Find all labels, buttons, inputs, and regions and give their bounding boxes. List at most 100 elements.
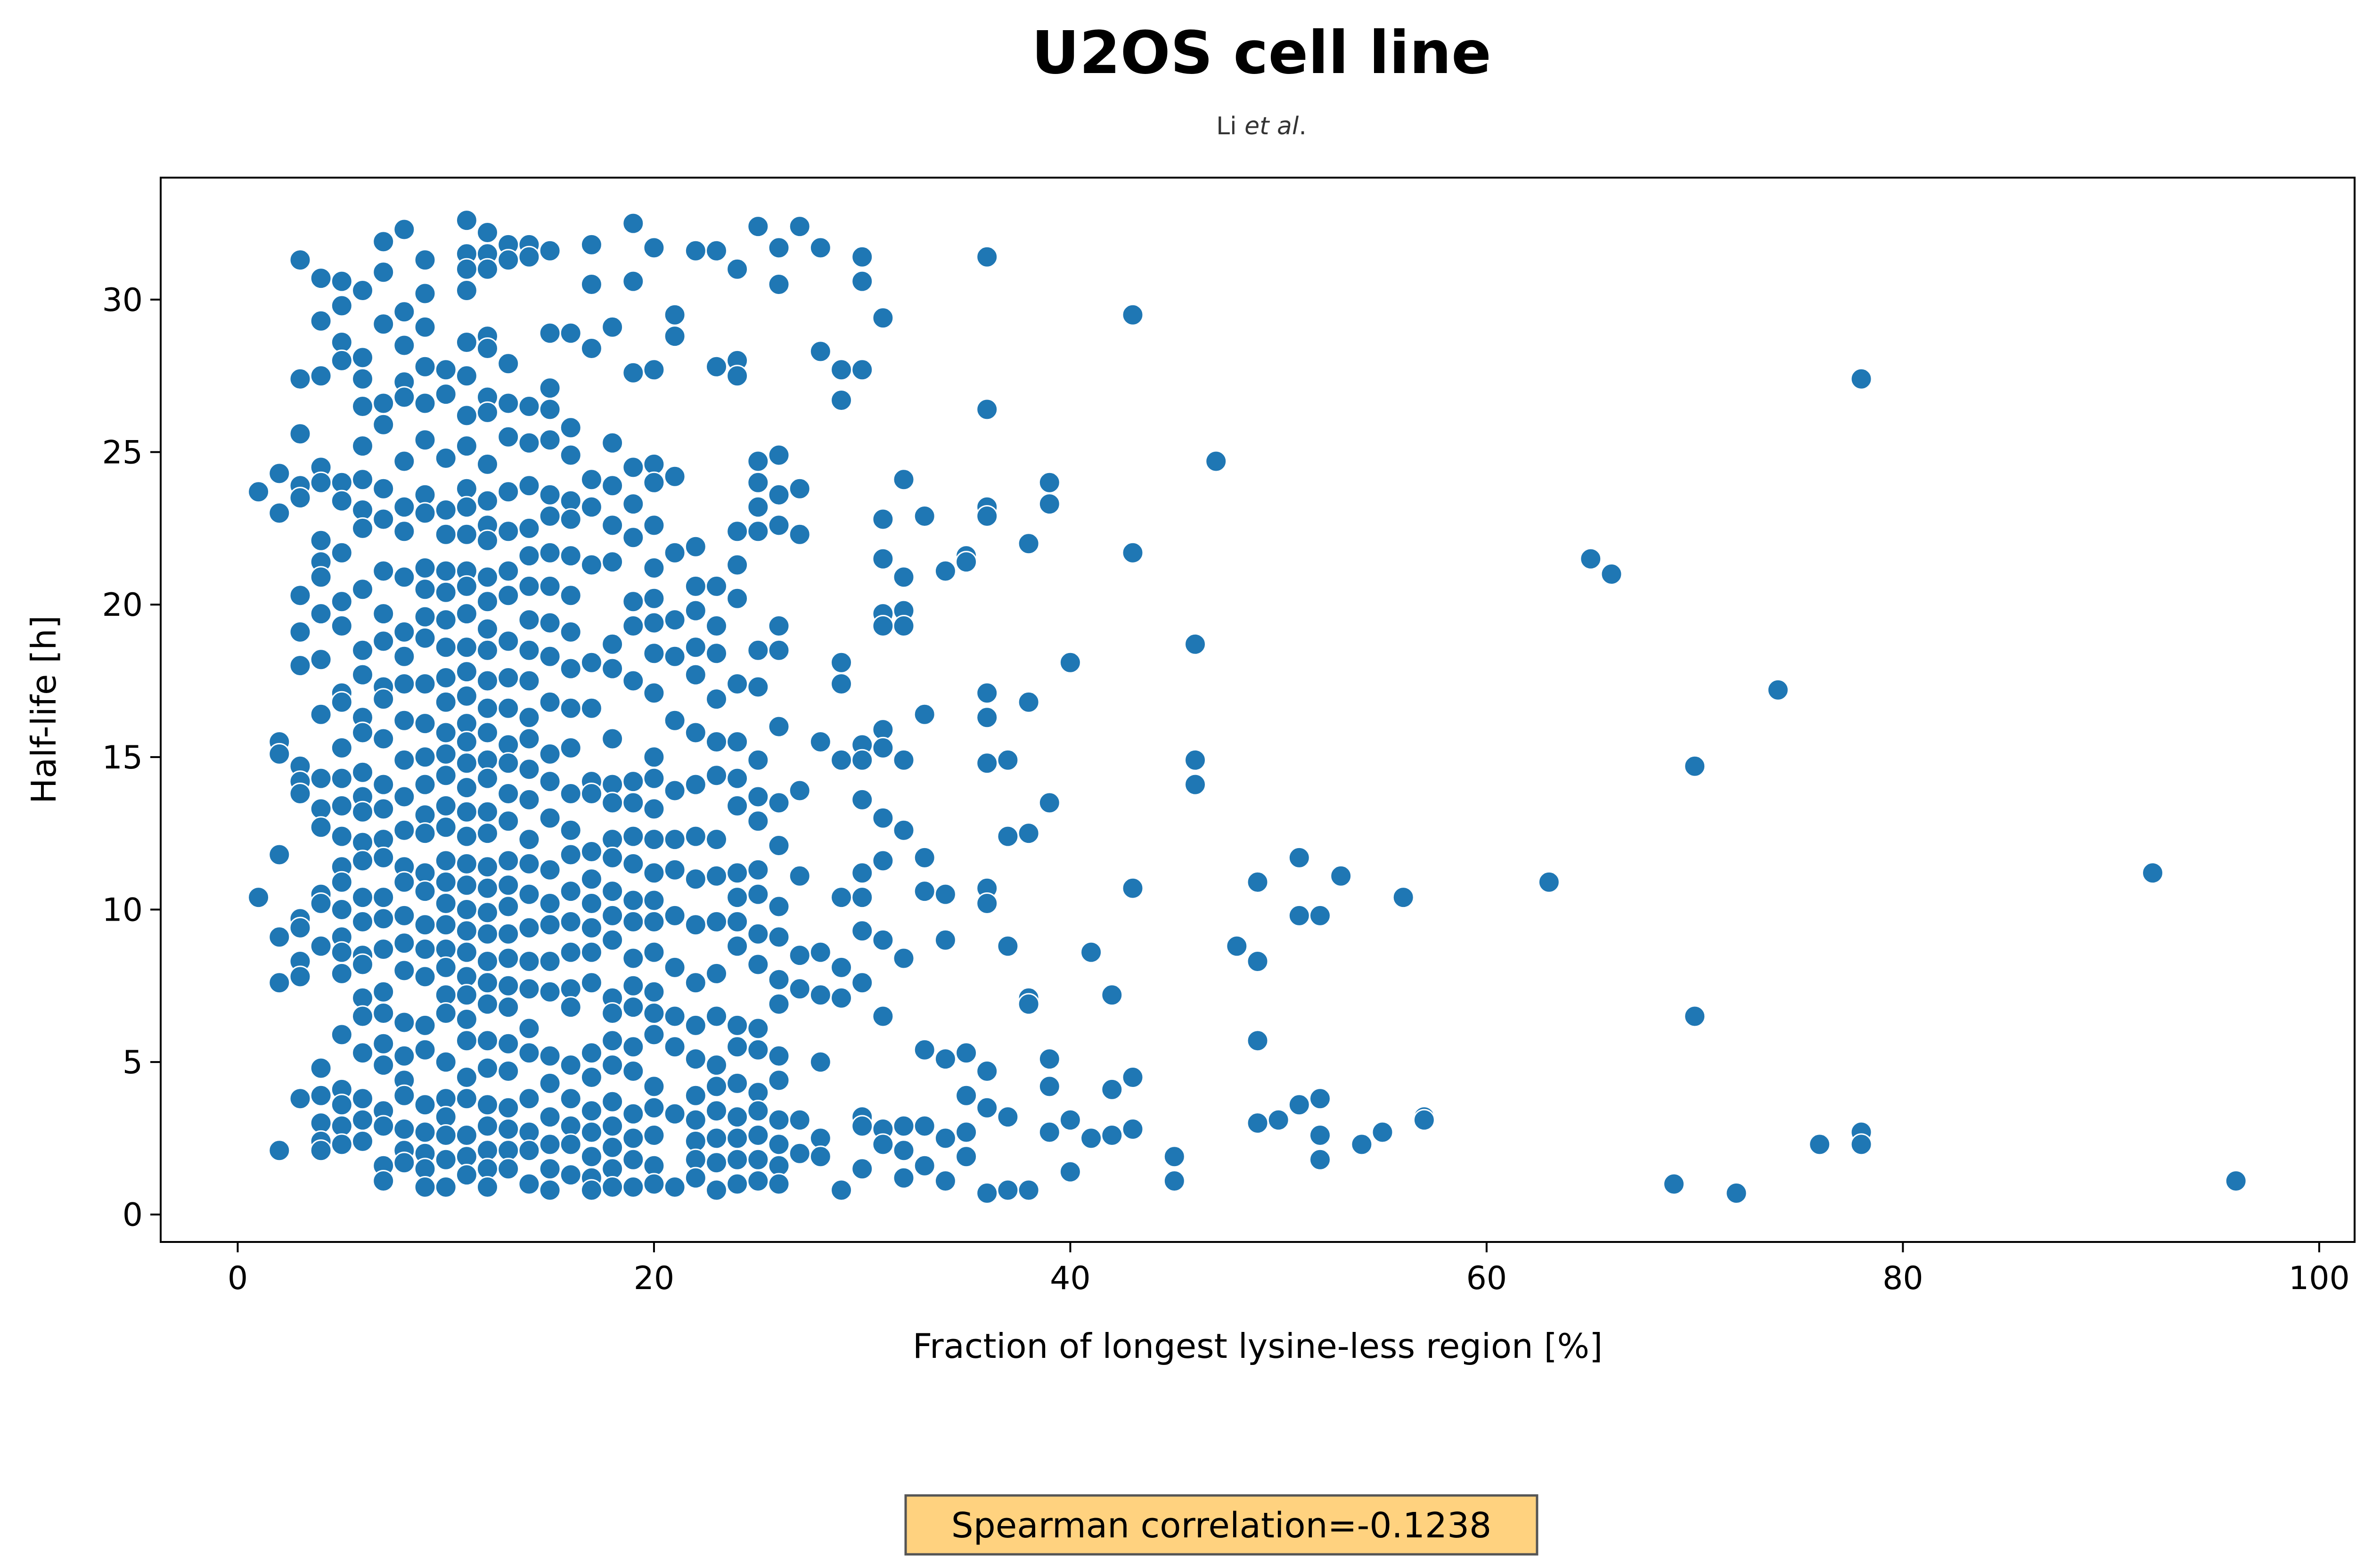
data-point-569	[747, 215, 769, 238]
data-point-441	[601, 1136, 624, 1159]
data-point-727	[1101, 1124, 1123, 1146]
data-point-373	[559, 322, 582, 344]
data-point-745	[1288, 846, 1310, 869]
data-point-322	[518, 395, 540, 417]
data-point-593	[768, 483, 790, 506]
data-point-98	[352, 1042, 374, 1064]
data-point-295	[497, 425, 520, 448]
data-point-308	[497, 874, 520, 897]
data-point-334	[518, 788, 540, 811]
data-point-421	[601, 432, 624, 454]
data-point-416	[580, 1121, 603, 1143]
data-point-65	[330, 898, 353, 921]
data-point-509	[663, 1176, 686, 1198]
data-point-554	[726, 673, 749, 695]
data-point-16	[289, 621, 311, 643]
subtitle-etal: et al	[1244, 112, 1299, 140]
data-point-143	[393, 749, 416, 771]
data-point-195	[434, 609, 457, 631]
data-point-367	[539, 1045, 561, 1067]
data-point-125	[372, 1054, 395, 1077]
data-point-707	[997, 1179, 1019, 1201]
data-point-760	[1600, 563, 1623, 585]
data-point-372	[539, 1179, 561, 1201]
data-point-687	[955, 1042, 978, 1064]
data-point-642	[851, 862, 874, 884]
data-point-625	[809, 1127, 832, 1150]
data-point-307	[497, 849, 520, 872]
data-point-323	[518, 432, 540, 454]
data-point-148	[393, 904, 416, 927]
data-point-111	[372, 630, 395, 653]
chart-title: U2OS cell line	[1031, 19, 1491, 87]
data-point-215	[434, 1124, 457, 1146]
data-point-462	[622, 1036, 645, 1058]
data-point-623	[809, 984, 832, 1006]
data-point-596	[768, 639, 790, 662]
data-points	[247, 209, 2247, 1204]
data-point-271	[476, 697, 499, 719]
data-point-542	[705, 1054, 728, 1077]
data-point-609	[768, 1173, 790, 1195]
data-point-477	[643, 682, 665, 704]
data-point-603	[768, 993, 790, 1015]
data-point-432	[601, 880, 624, 903]
data-point-130	[393, 218, 416, 241]
data-point-134	[393, 386, 416, 408]
data-point-79	[352, 468, 374, 491]
data-point-328	[518, 609, 540, 631]
data-point-743	[1246, 1112, 1269, 1135]
data-point-525	[684, 1109, 707, 1131]
data-point-531	[705, 575, 728, 597]
data-point-602	[768, 968, 790, 991]
data-point-749	[1309, 1087, 1331, 1110]
data-point-674	[913, 846, 936, 869]
data-point-733	[1163, 1145, 1186, 1168]
data-point-175	[414, 822, 436, 845]
data-point-81	[352, 517, 374, 539]
data-point-411	[580, 941, 603, 964]
data-point-739	[1226, 935, 1248, 957]
data-point-668	[892, 947, 915, 970]
data-point-305	[497, 783, 520, 805]
data-point-486	[643, 980, 665, 1003]
data-point-352	[539, 483, 561, 506]
x-tick-label-100: 100	[2289, 1260, 2350, 1297]
data-point-249	[455, 1029, 478, 1052]
data-point-317	[497, 1118, 520, 1140]
data-point-701	[976, 1096, 998, 1119]
data-point-272	[476, 721, 499, 744]
y-tick-label-25: 25	[102, 434, 143, 472]
data-point-31	[310, 529, 332, 552]
data-point-255	[476, 221, 499, 244]
data-point-335	[518, 828, 540, 851]
data-point-692	[976, 398, 998, 421]
data-point-386	[559, 843, 582, 866]
data-point-716	[1038, 792, 1061, 814]
data-point-178	[414, 914, 436, 936]
subtitle-suffix: .	[1299, 112, 1307, 140]
data-point-472	[643, 514, 665, 537]
data-point-132	[393, 334, 416, 357]
data-point-236	[455, 731, 478, 753]
data-point-310	[497, 923, 520, 945]
data-point-304	[497, 752, 520, 775]
data-point-392	[559, 1054, 582, 1077]
data-point-499	[663, 645, 686, 668]
data-point-64	[330, 871, 353, 893]
data-point-234	[455, 685, 478, 707]
data-point-505	[663, 956, 686, 979]
data-point-587	[747, 1124, 769, 1146]
data-point-139	[393, 621, 416, 643]
data-point-649	[872, 307, 894, 329]
data-point-382	[559, 697, 582, 719]
data-point-329	[518, 639, 540, 662]
data-point-539	[705, 910, 728, 933]
data-point-622	[809, 941, 832, 964]
data-point-670	[892, 1139, 915, 1162]
data-point-137	[393, 520, 416, 543]
data-point-3	[268, 502, 291, 524]
data-point-434	[601, 929, 624, 951]
data-point-614	[788, 865, 811, 887]
data-point-47	[310, 1139, 332, 1162]
